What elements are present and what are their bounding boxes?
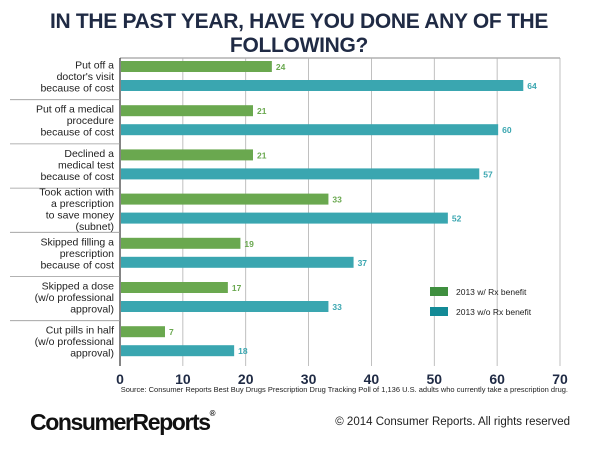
x-tick-label: 30 bbox=[301, 371, 317, 387]
value-labels: 24 21 21 33 19 17 7 64 60 57 52 37 33 18 bbox=[169, 62, 537, 356]
category-label-line: because of cost bbox=[40, 259, 114, 271]
category-label-line: (w/o professional bbox=[35, 336, 114, 348]
legend-swatch bbox=[430, 287, 448, 296]
category-label-line: doctor's visit bbox=[57, 71, 115, 83]
bar-without-rx bbox=[121, 80, 524, 91]
category-label-line: (w/o professional bbox=[35, 292, 114, 304]
category-label-line: Skipped a dose bbox=[42, 281, 115, 293]
bar-without-rx bbox=[121, 301, 329, 312]
value-label: 17 bbox=[232, 283, 242, 293]
x-tick-label: 20 bbox=[238, 371, 254, 387]
x-tick-label: 60 bbox=[489, 371, 505, 387]
category-label-line: Took action with bbox=[39, 186, 114, 198]
category-labels: Put off a doctor's visit because of costPu… bbox=[35, 60, 115, 360]
legend: 2013 w/ Rx benefit 2013 w/o Rx benefit bbox=[430, 287, 532, 317]
category-label-line: medical test bbox=[58, 159, 114, 171]
logo-registered-mark: ® bbox=[209, 409, 216, 418]
x-axis: 0 10 20 30 40 50 60 70 bbox=[116, 371, 568, 387]
category-label: Took action with a prescription to save mo… bbox=[39, 186, 114, 233]
source-note: Source: Consumer Reports Best Buy Drugs … bbox=[120, 385, 568, 394]
category-label-line: (subnet) bbox=[75, 221, 114, 233]
legend-label: 2013 w/o Rx benefit bbox=[456, 307, 532, 317]
x-tick-label: 70 bbox=[552, 371, 568, 387]
bar-with-rx bbox=[121, 326, 165, 338]
chart-title: IN THE PAST YEAR, HAVE YOU DONE ANY OF T… bbox=[49, 10, 549, 57]
category-label-line: approval) bbox=[70, 304, 114, 316]
x-tick-label: 0 bbox=[116, 371, 124, 387]
bar-without-rx bbox=[121, 168, 480, 180]
value-label: 37 bbox=[358, 258, 368, 268]
bar-with-rx bbox=[121, 282, 228, 293]
category-label: Put off a doctor's visit because of cost bbox=[40, 60, 114, 95]
category-label-line: Put off a medical bbox=[36, 104, 114, 116]
category-label-line: Skipped filling a bbox=[40, 236, 114, 248]
consumer-reports-logo: ConsumerReports® bbox=[30, 409, 216, 436]
category-label: Skipped filling a prescription because of … bbox=[40, 236, 114, 271]
category-label-line: Put off a bbox=[75, 60, 114, 72]
x-tick-label: 50 bbox=[426, 371, 442, 387]
legend-swatch bbox=[430, 307, 448, 316]
category-label-line: approval) bbox=[70, 348, 114, 360]
bar-with-rx bbox=[121, 193, 329, 205]
bar-without-rx bbox=[121, 256, 354, 268]
category-label-line: Declined a bbox=[64, 148, 114, 160]
bar-with-rx bbox=[121, 237, 241, 249]
bar-with-rx bbox=[121, 149, 253, 161]
category-label: Skipped a dose (w/o professional approval) bbox=[35, 281, 115, 316]
legend-label: 2013 w/ Rx benefit bbox=[456, 287, 527, 297]
bar-with-rx bbox=[121, 105, 253, 117]
x-tick-label: 40 bbox=[364, 371, 380, 387]
bar-without-rx bbox=[121, 345, 235, 357]
category-label-line: because of cost bbox=[40, 171, 114, 183]
value-label: 24 bbox=[276, 62, 286, 72]
value-label: 60 bbox=[502, 125, 512, 135]
category-label: Declined a medical test because of cost bbox=[40, 148, 114, 183]
value-label: 64 bbox=[527, 81, 537, 91]
category-label-line: prescription bbox=[60, 248, 114, 260]
value-label: 52 bbox=[452, 214, 462, 224]
x-tick-label: 10 bbox=[175, 371, 191, 387]
bar-without-rx bbox=[121, 124, 499, 136]
bars bbox=[121, 61, 524, 357]
category-label-line: because of cost bbox=[40, 83, 114, 95]
value-label: 19 bbox=[244, 239, 254, 249]
value-label: 18 bbox=[238, 346, 248, 356]
category-label-line: to save money bbox=[46, 209, 115, 221]
value-label: 33 bbox=[332, 195, 342, 205]
value-label: 33 bbox=[332, 302, 342, 312]
value-label: 57 bbox=[483, 169, 493, 179]
category-label-line: because of cost bbox=[40, 127, 114, 139]
category-label-line: Cut pills in half bbox=[46, 325, 114, 337]
category-label-line: procedure bbox=[67, 115, 114, 127]
category-label-line: a prescription bbox=[51, 198, 114, 210]
copyright-text: © 2014 Consumer Reports. All rights rese… bbox=[335, 416, 570, 428]
category-label: Put off a medical procedure because of cos… bbox=[36, 104, 114, 139]
value-label: 21 bbox=[257, 150, 267, 160]
value-label: 21 bbox=[257, 106, 267, 116]
value-label: 7 bbox=[169, 327, 174, 337]
bar-without-rx bbox=[121, 212, 448, 224]
bar-with-rx bbox=[121, 61, 272, 72]
category-label: Cut pills in half (w/o professional approv… bbox=[35, 325, 114, 360]
logo-text: ConsumerReports bbox=[30, 409, 211, 435]
